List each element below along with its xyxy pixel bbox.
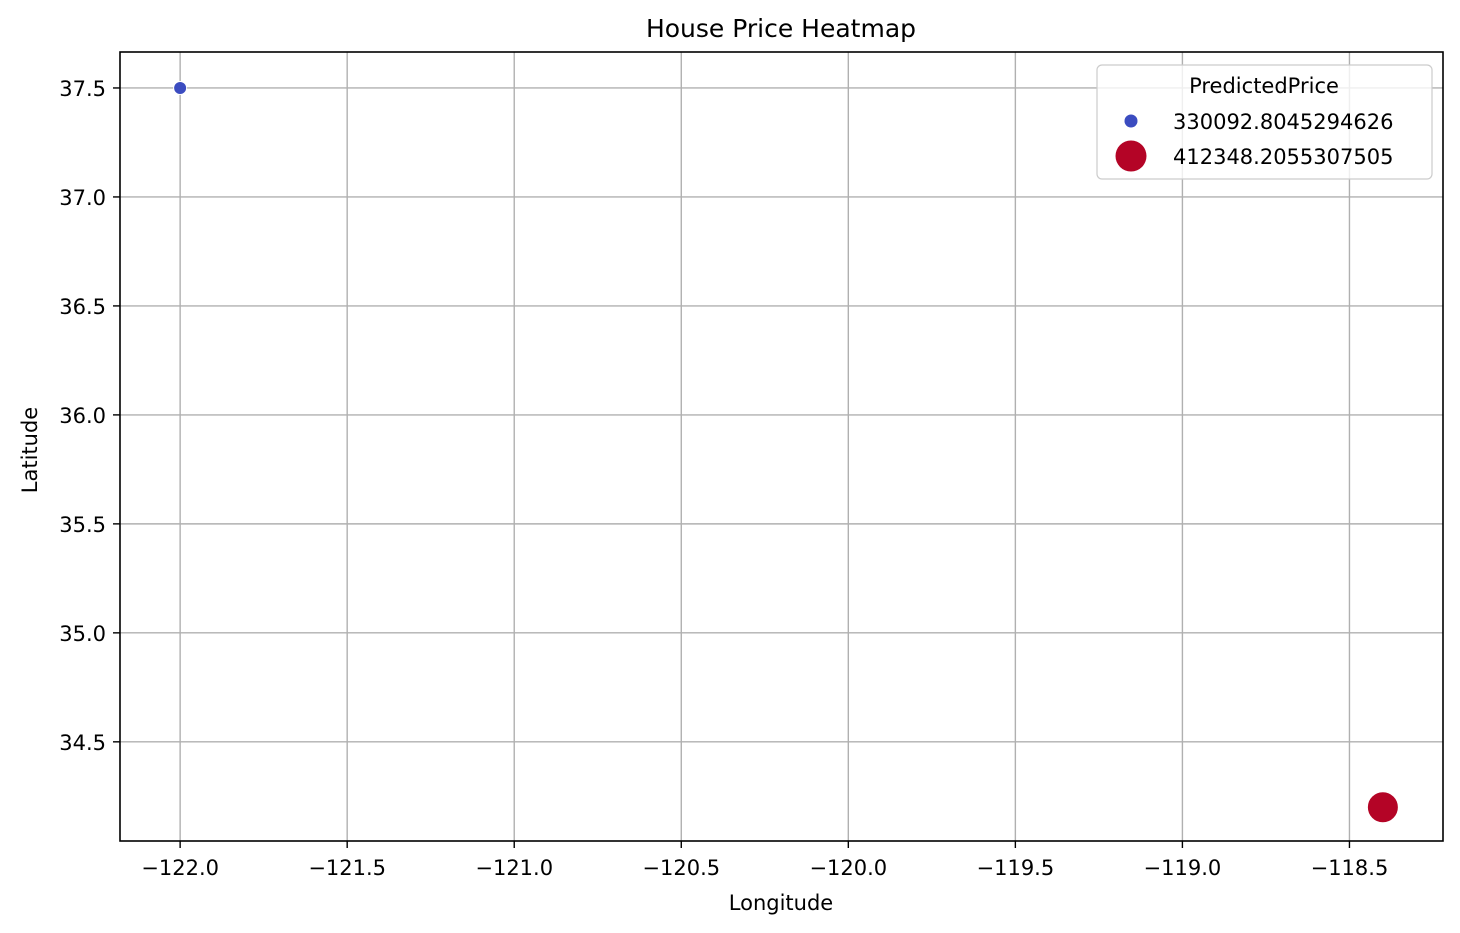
- y-tick-label: 34.5: [59, 731, 106, 755]
- x-tick-label: −122.0: [141, 856, 219, 880]
- x-tick-label: −120.0: [809, 856, 887, 880]
- legend-label-high-price: 412348.2055307505: [1173, 145, 1393, 169]
- y-axis-ticks: 34.5 35.0 35.5 36.0 36.5 37.0 37.5: [59, 77, 120, 755]
- y-tick-label: 36.5: [59, 295, 106, 319]
- scatter-point: [173, 80, 188, 95]
- chart-title: House Price Heatmap: [646, 14, 916, 43]
- x-tick-label: −120.5: [642, 856, 720, 880]
- plot-area-frame: [119, 51, 1444, 842]
- legend-title: PredictedPrice: [1189, 74, 1339, 98]
- y-tick-label: 35.0: [59, 622, 106, 646]
- scatter-points: [173, 80, 1399, 824]
- y-axis-label: Latitude: [18, 407, 42, 493]
- x-tick-label: −121.5: [308, 856, 386, 880]
- x-tick-label: −118.5: [1311, 856, 1389, 880]
- y-tick-label: 35.5: [59, 513, 106, 537]
- legend-marker-high-price: [1115, 140, 1147, 172]
- x-axis-ticks: −122.0 −121.5 −121.0 −120.5 −120.0 −119.5 −119…: [141, 841, 1388, 880]
- legend-marker-low-price: [1124, 114, 1138, 128]
- y-tick-label: 37.0: [59, 186, 106, 210]
- x-tick-label: −121.0: [475, 856, 553, 880]
- scatter-point: [1366, 791, 1399, 824]
- x-axis-label: Longitude: [729, 891, 833, 915]
- y-tick-label: 36.0: [59, 404, 106, 428]
- legend: PredictedPrice 330092.8045294626 412348.…: [1096, 64, 1433, 180]
- grid-lines: [120, 52, 1443, 841]
- legend-box: [1096, 64, 1433, 180]
- y-tick-label: 37.5: [59, 77, 106, 101]
- legend-label-low-price: 330092.8045294626: [1173, 110, 1393, 134]
- x-tick-label: −119.5: [977, 856, 1055, 880]
- x-tick-label: −119.0: [1144, 856, 1222, 880]
